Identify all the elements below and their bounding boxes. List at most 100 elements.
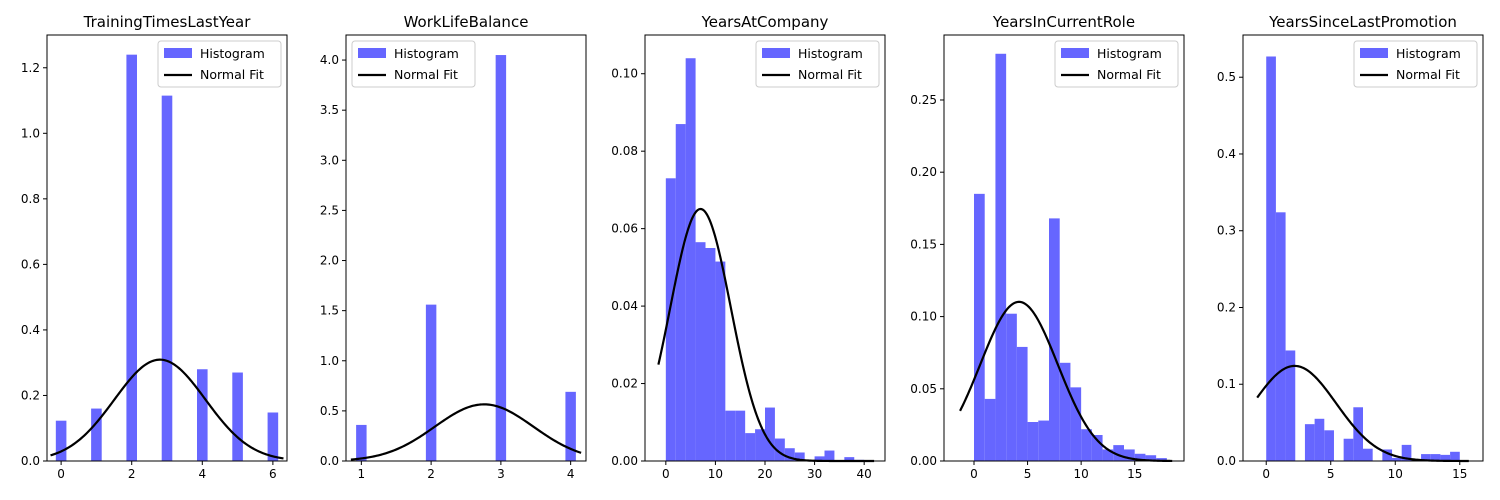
subplot-title: YearsInCurrentRole — [992, 13, 1135, 31]
subplot-title: WorkLifeBalance — [404, 13, 529, 31]
y-tick-label: 0.10 — [910, 310, 937, 324]
x-tick-label: 0 — [57, 467, 65, 481]
legend-normal-fit-label: Normal Fit — [200, 67, 264, 82]
axes-frame — [46, 34, 288, 462]
histogram-bar — [705, 248, 716, 461]
histogram-bar — [735, 410, 746, 461]
histogram-bar — [1006, 313, 1017, 461]
histogram-bar — [725, 410, 736, 461]
histogram-bar — [1081, 429, 1092, 461]
y-tick-label: 0.5 — [320, 404, 339, 418]
y-tick-label: 1.0 — [21, 126, 40, 140]
histogram-bar — [1027, 422, 1039, 461]
y-tick-label: 0.10 — [611, 67, 638, 81]
legend-histogram-label: Histogram — [394, 46, 459, 61]
y-tick-label: 0.02 — [611, 377, 638, 391]
histogram-bar — [745, 433, 756, 461]
x-tick-label: 4 — [567, 467, 575, 481]
legend: Histogram Normal Fit — [755, 40, 880, 88]
legend-histogram-label: Histogram — [200, 46, 265, 61]
legend-histogram-swatch — [1061, 48, 1089, 58]
histogram-bar — [1113, 445, 1124, 461]
histogram-bar — [715, 261, 726, 461]
y-tick-label: 3.0 — [320, 153, 339, 167]
y-tick-label: 4.0 — [320, 53, 339, 67]
histogram-bar — [1353, 407, 1363, 461]
x-tick-label: 3 — [497, 467, 505, 481]
histogram-bar — [1450, 451, 1460, 461]
subplot-title: TrainingTimesLastYear — [83, 13, 252, 31]
histogram-bar — [784, 448, 795, 461]
histogram-bar — [161, 95, 173, 461]
histogram-bar — [232, 372, 243, 461]
histogram-bar — [765, 407, 775, 461]
x-tick-label: 10 — [708, 467, 723, 481]
x-tick-label: 10 — [1074, 467, 1089, 481]
x-tick-label: 2 — [128, 467, 136, 481]
legend-histogram-swatch — [762, 48, 790, 58]
x-tick-label: 0 — [970, 467, 978, 481]
subplot-YearsSinceLastPromotion: 0 5 10 15 0.0 0.1 0.2 0.3 0.4 0.5 YearsSinceLastPr… — [1217, 13, 1484, 481]
histogram-bar — [425, 304, 437, 461]
subplot-YearsAtCompany: 0 10 20 30 40 0.00 0.02 0.04 0.06 0.08 0.10 YearsAt… — [611, 13, 886, 481]
histogram-bar — [1124, 449, 1135, 461]
y-tick-label: 0.3 — [1217, 224, 1236, 238]
y-tick-label: 0.2 — [21, 388, 40, 402]
legend-normal-fit-label: Normal Fit — [394, 67, 458, 82]
histogram-bar — [1091, 435, 1103, 461]
y-tick-label: 0.08 — [611, 144, 638, 158]
histogram-bar — [565, 391, 576, 461]
histogram-bar — [1156, 458, 1167, 461]
y-tick-label: 0.4 — [1217, 147, 1236, 161]
histogram-bar — [1440, 454, 1451, 461]
histogram-bar — [1070, 387, 1082, 461]
histogram-bar — [55, 420, 67, 461]
subplot-title: YearsSinceLastPromotion — [1268, 13, 1457, 31]
histogram-bar — [844, 457, 855, 461]
histogram-bar — [1430, 454, 1441, 461]
legend: Histogram Normal Fit — [1054, 40, 1179, 88]
x-tick-label: 0 — [1262, 467, 1270, 481]
subplot-TrainingTimesLastYear: 0 2 4 6 0.0 0.2 0.4 0.6 0.8 1.0 1.2 TrainingTimesLa… — [21, 13, 288, 481]
y-tick-label: 0.25 — [910, 93, 937, 107]
histogram-bar — [1401, 444, 1412, 461]
x-tick-label: 6 — [269, 467, 277, 481]
normal-fit-line — [959, 300, 1173, 463]
y-tick-label: 1.2 — [21, 61, 40, 75]
y-tick-label: 0.0 — [21, 454, 40, 468]
y-tick-label: 0.2 — [1217, 300, 1236, 314]
x-tick-label: 15 — [1452, 467, 1467, 481]
normal-fit-line — [350, 403, 582, 461]
legend: Histogram Normal Fit — [351, 40, 476, 88]
x-tick-label: 10 — [1388, 467, 1403, 481]
legend: Histogram Normal Fit — [1353, 40, 1478, 88]
legend-histogram-label: Histogram — [798, 46, 863, 61]
histogram-bar — [1059, 362, 1071, 461]
histogram-bar — [1275, 212, 1286, 461]
x-tick-label: 4 — [198, 467, 206, 481]
histogram-bar — [665, 178, 676, 462]
legend: Histogram Normal Fit — [157, 40, 282, 88]
histogram-bar — [1421, 454, 1431, 461]
histogram-bar — [675, 124, 686, 461]
y-tick-label: 0.4 — [21, 323, 40, 337]
histogram-bar — [1363, 448, 1373, 461]
histogram-bar — [685, 58, 696, 462]
axes-frame — [345, 34, 587, 462]
y-tick-label: 2.0 — [320, 254, 339, 268]
histogram-bar — [1382, 449, 1393, 461]
histogram-bar — [267, 412, 279, 461]
histogram-bar — [1102, 449, 1114, 461]
histogram-bar — [794, 452, 805, 461]
histogram-bar — [984, 398, 996, 461]
axes-frame — [1242, 34, 1484, 462]
histogram-bar — [126, 54, 137, 462]
y-tick-label: 1.5 — [320, 304, 339, 318]
histogram-bar — [755, 429, 765, 461]
histogram-bar — [1049, 218, 1060, 461]
legend-histogram-label: Histogram — [1396, 46, 1461, 61]
histogram-bar — [695, 242, 706, 461]
legend-histogram-swatch — [358, 48, 386, 58]
x-tick-label: 5 — [1024, 467, 1032, 481]
legend-normal-fit-label: Normal Fit — [1396, 67, 1460, 82]
